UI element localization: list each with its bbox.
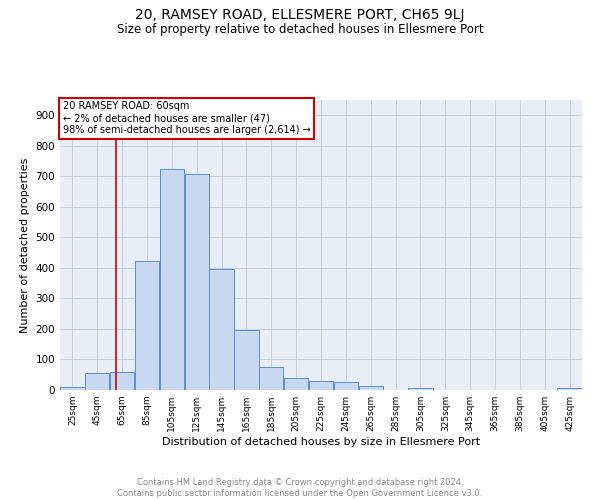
Bar: [334, 382, 358, 390]
Text: 20 RAMSEY ROAD: 60sqm
← 2% of detached houses are smaller (47)
98% of semi-detac: 20 RAMSEY ROAD: 60sqm ← 2% of detached h…: [62, 102, 310, 134]
Bar: [235, 330, 259, 390]
X-axis label: Distribution of detached houses by size in Ellesmere Port: Distribution of detached houses by size …: [162, 437, 480, 447]
Bar: [359, 386, 383, 390]
Bar: [85, 372, 109, 390]
Text: Contains HM Land Registry data © Crown copyright and database right 2024.
Contai: Contains HM Land Registry data © Crown c…: [118, 478, 482, 498]
Text: 20, RAMSEY ROAD, ELLESMERE PORT, CH65 9LJ: 20, RAMSEY ROAD, ELLESMERE PORT, CH65 9L…: [135, 8, 465, 22]
Bar: [284, 378, 308, 390]
Bar: [409, 388, 433, 390]
Bar: [61, 387, 85, 390]
Bar: [185, 174, 209, 390]
Bar: [557, 388, 581, 390]
Bar: [259, 367, 283, 390]
Bar: [209, 269, 233, 390]
Bar: [135, 261, 159, 390]
Bar: [309, 381, 333, 390]
Bar: [160, 169, 184, 390]
Bar: [110, 372, 134, 390]
Text: Size of property relative to detached houses in Ellesmere Port: Size of property relative to detached ho…: [116, 22, 484, 36]
Y-axis label: Number of detached properties: Number of detached properties: [20, 158, 30, 332]
